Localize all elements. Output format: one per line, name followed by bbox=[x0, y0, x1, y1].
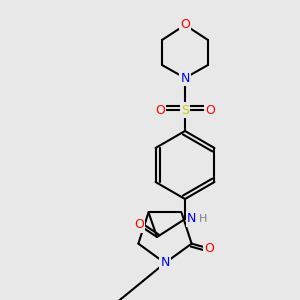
Text: S: S bbox=[181, 103, 189, 116]
Text: H: H bbox=[199, 214, 207, 224]
Text: O: O bbox=[205, 103, 215, 116]
Text: O: O bbox=[180, 19, 190, 32]
Text: N: N bbox=[187, 212, 196, 226]
Text: N: N bbox=[180, 71, 190, 85]
Text: O: O bbox=[134, 218, 144, 232]
Text: N: N bbox=[160, 256, 170, 269]
Text: O: O bbox=[155, 103, 165, 116]
Text: O: O bbox=[205, 242, 214, 255]
